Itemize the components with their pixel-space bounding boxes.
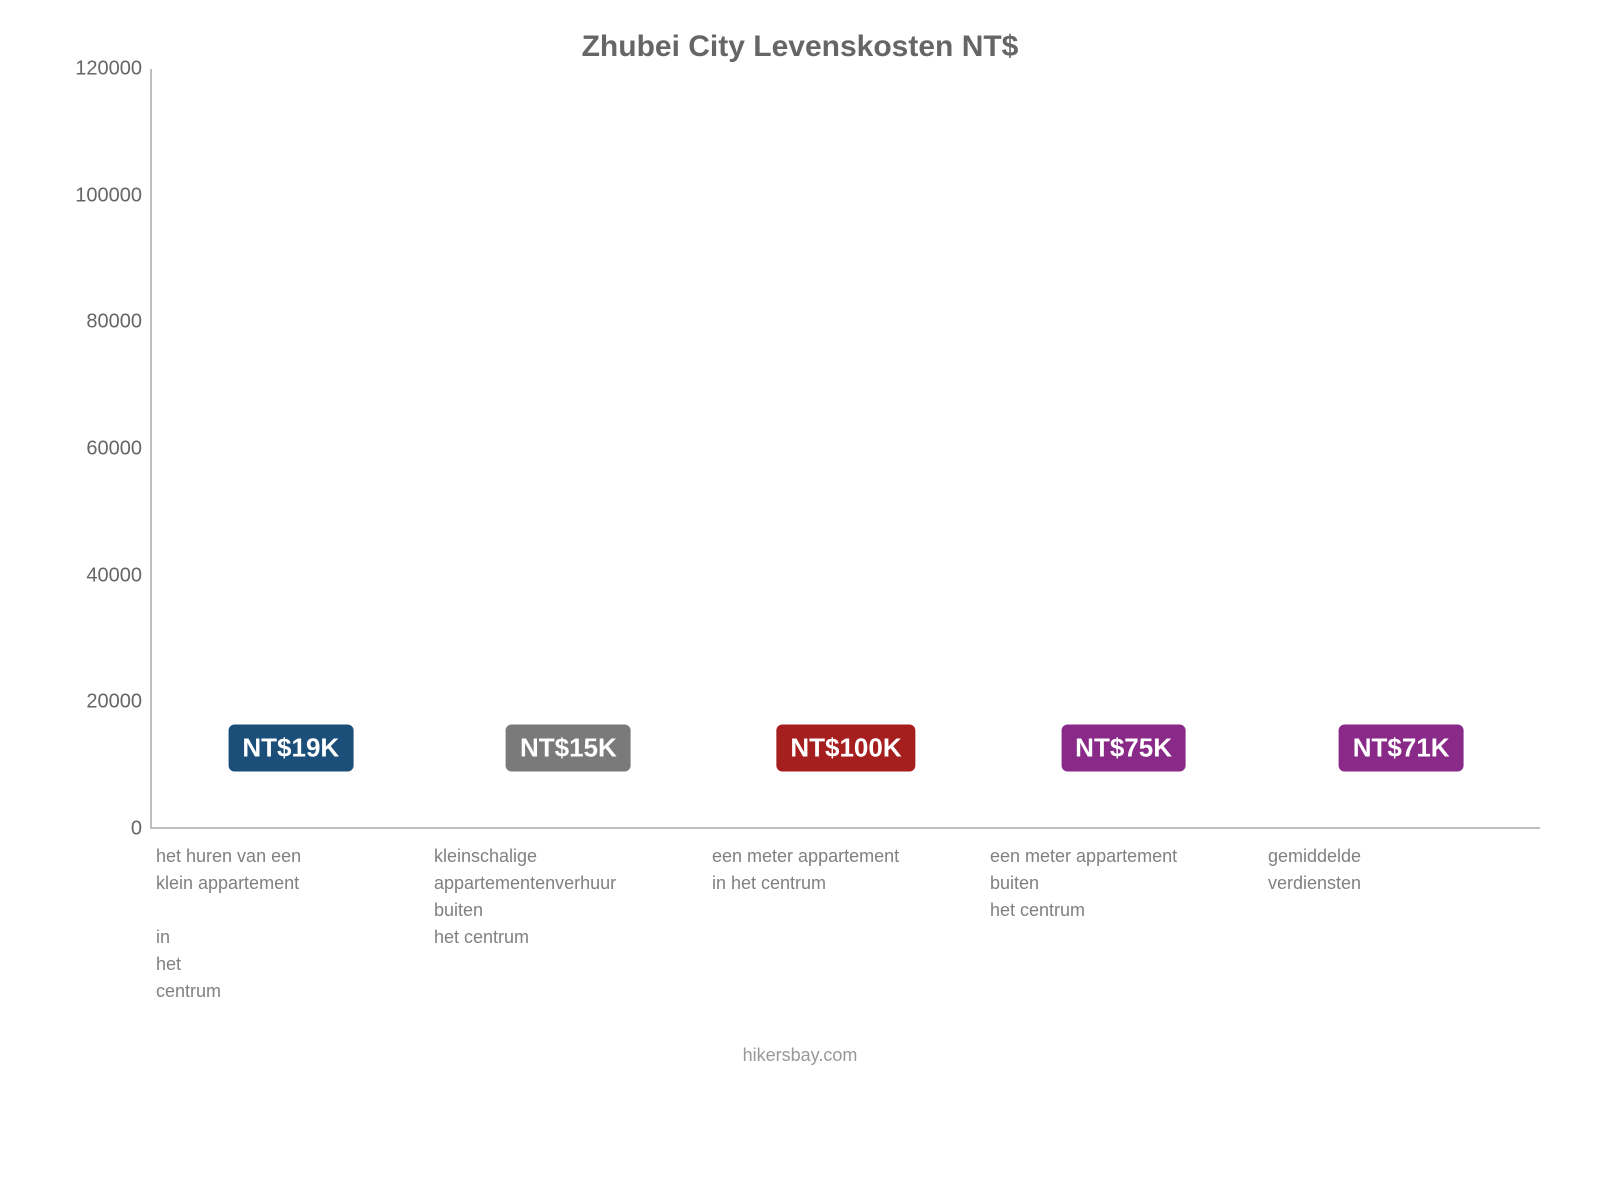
y-tick-label: 60000	[86, 438, 142, 461]
y-tick-label: 20000	[86, 691, 142, 714]
x-axis-label: een meter appartement in het centrum	[706, 829, 984, 1005]
bar-value-badge: NT$75K	[1061, 724, 1186, 771]
x-axis-label: gemiddelde verdiensten	[1262, 829, 1540, 1005]
bar-slot: NT$71K	[1262, 825, 1540, 827]
y-tick-label: 80000	[86, 311, 142, 334]
plot-area: NT$19KNT$15KNT$100KNT$75KNT$71K	[150, 69, 1540, 829]
x-axis-labels: het huren van een klein appartement in h…	[150, 829, 1540, 1005]
x-axis-spacer	[60, 829, 150, 1005]
x-axis-row: het huren van een klein appartement in h…	[60, 829, 1540, 1005]
bar	[1015, 825, 1232, 827]
bar-slot: NT$75K	[985, 825, 1263, 827]
bar-slot: NT$19K	[152, 825, 430, 827]
bar	[1293, 825, 1510, 827]
y-tick-label: 40000	[86, 564, 142, 587]
x-axis-label: een meter appartement buiten het centrum	[984, 829, 1262, 1005]
x-axis-label: kleinschalige appartementenverhuur buite…	[428, 829, 706, 1005]
chart-title: Zhubei City Levenskosten NT$	[60, 30, 1540, 64]
plot-row: 020000400006000080000100000120000 NT$19K…	[60, 69, 1540, 829]
chart-container: Zhubei City Levenskosten NT$ 0 20000 40000…	[0, 0, 1600, 1200]
y-tick-label: 100000	[75, 184, 142, 207]
attribution-text: hikersbay.com	[60, 1045, 1540, 1066]
y-tick-label: 0	[131, 818, 142, 841]
y-axis: 020000400006000080000100000120000	[60, 69, 150, 829]
bar-value-badge: NT$15K	[506, 724, 631, 771]
bar-value-badge: NT$19K	[228, 724, 353, 771]
bar-value-badge: NT$100K	[776, 724, 915, 771]
bar-slot: NT$15K	[430, 825, 708, 827]
bar	[460, 825, 677, 827]
y-tick-label: 120000	[75, 58, 142, 81]
bar	[183, 825, 400, 827]
bar	[738, 825, 955, 827]
bar-slot: NT$100K	[707, 825, 985, 827]
bars-container: NT$19KNT$15KNT$100KNT$75KNT$71K	[152, 69, 1540, 827]
x-axis-label: het huren van een klein appartement in h…	[150, 829, 428, 1005]
bar-value-badge: NT$71K	[1339, 724, 1464, 771]
